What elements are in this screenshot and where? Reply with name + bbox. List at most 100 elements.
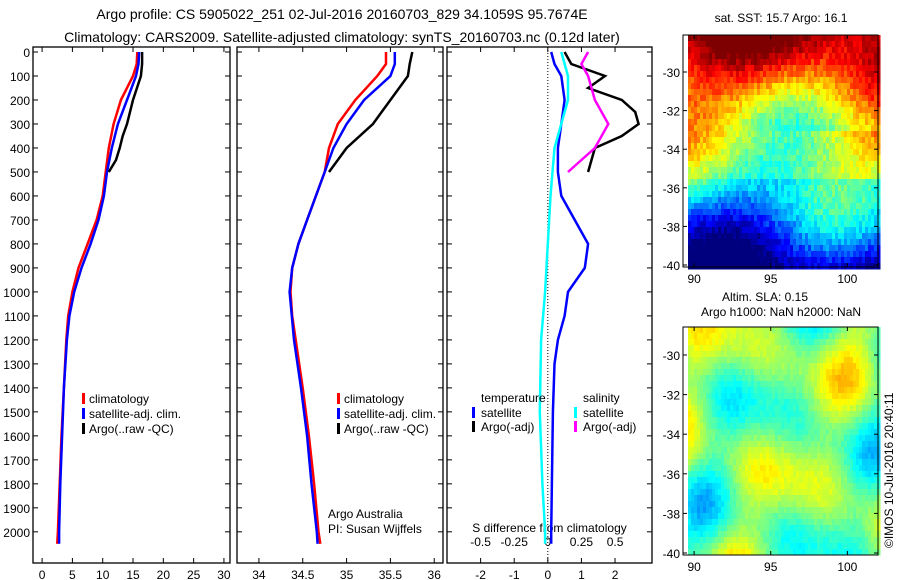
map-cell <box>790 501 794 508</box>
map-cell <box>799 369 803 376</box>
map-cell <box>859 477 863 484</box>
map-cell <box>763 83 767 90</box>
map-cell <box>865 351 869 358</box>
map-cell <box>688 393 692 400</box>
map-cell <box>859 119 863 126</box>
map-cell <box>871 369 875 376</box>
map-cell <box>718 263 722 270</box>
map-cell <box>850 53 854 60</box>
map-cell <box>829 513 833 520</box>
map-cell <box>841 233 845 240</box>
map-cell <box>790 251 794 258</box>
map-cell <box>754 119 758 126</box>
map-cell <box>775 363 779 370</box>
map-cell <box>688 203 692 210</box>
map-cell <box>739 351 743 358</box>
map-cell <box>874 71 878 78</box>
map-cell <box>829 357 833 364</box>
map-cell <box>808 507 812 514</box>
map-cell <box>697 143 701 150</box>
map-cell <box>853 471 857 478</box>
map-cell <box>745 89 749 96</box>
map-cell <box>871 191 875 198</box>
map-cell <box>754 357 758 364</box>
map-cell <box>784 333 788 340</box>
map-cell <box>814 95 818 102</box>
map-cell <box>835 65 839 72</box>
map-cell <box>691 263 695 270</box>
map-cell <box>727 131 731 138</box>
map-cell <box>742 137 746 144</box>
map-cell <box>697 453 701 460</box>
map-cell <box>718 191 722 198</box>
map-cell <box>727 137 731 144</box>
map-cell <box>868 239 872 246</box>
map-cell <box>799 393 803 400</box>
map-cell <box>727 257 731 264</box>
map-cell <box>832 519 836 526</box>
map-cell <box>709 239 713 246</box>
map-cell <box>739 119 743 126</box>
map-cell <box>721 191 725 198</box>
map-cell <box>739 197 743 204</box>
map-cell <box>709 459 713 466</box>
map-cell <box>691 101 695 108</box>
map-cell <box>760 387 764 394</box>
map-cell <box>844 369 848 376</box>
map-cell <box>703 89 707 96</box>
map-cell <box>760 53 764 60</box>
map-cell <box>709 143 713 150</box>
map-cell <box>730 501 734 508</box>
map-cell <box>796 71 800 78</box>
x-tick-label: 10 <box>96 568 110 580</box>
map-cell <box>772 197 776 204</box>
map-cell <box>781 333 785 340</box>
map-cell <box>709 507 713 514</box>
map-cell <box>772 191 776 198</box>
map-cell <box>859 107 863 114</box>
map-cell <box>700 191 704 198</box>
map-cell <box>874 35 878 42</box>
map-cell <box>787 531 791 538</box>
map-cell <box>763 53 767 60</box>
map-cell <box>742 263 746 270</box>
map-cell <box>691 203 695 210</box>
map-cell <box>859 197 863 204</box>
map-cell <box>838 489 842 496</box>
map-cell <box>862 339 866 346</box>
map-cell <box>793 239 797 246</box>
map-cell <box>691 483 695 490</box>
map-cell <box>853 435 857 442</box>
map-cell <box>709 47 713 54</box>
map-cell <box>772 507 776 514</box>
map-cell <box>778 453 782 460</box>
map-cell <box>715 119 719 126</box>
map-cell <box>754 167 758 174</box>
map-cell <box>772 333 776 340</box>
map-cell <box>838 459 842 466</box>
map-cell <box>841 77 845 84</box>
map-cell <box>709 387 713 394</box>
map-cell <box>763 459 767 466</box>
map-cell <box>832 233 836 240</box>
map-cell <box>826 131 830 138</box>
map-cell <box>814 477 818 484</box>
map-cell <box>805 119 809 126</box>
map-cell <box>826 399 830 406</box>
map-cell <box>772 101 776 108</box>
map-cell <box>877 495 881 502</box>
map-cell <box>844 453 848 460</box>
map-cell <box>757 393 761 400</box>
map-cell <box>838 113 842 120</box>
map-cell <box>832 471 836 478</box>
y-tick-label: 500 <box>10 166 30 180</box>
map-cell <box>799 101 803 108</box>
map-cell <box>721 351 725 358</box>
map-cell <box>751 59 755 66</box>
map-cell <box>733 77 737 84</box>
series-line-satellite-adj-clim- <box>57 51 141 544</box>
map-cell <box>754 429 758 436</box>
map-cell <box>811 405 815 412</box>
map-cell <box>877 83 881 90</box>
map-cell <box>853 429 857 436</box>
